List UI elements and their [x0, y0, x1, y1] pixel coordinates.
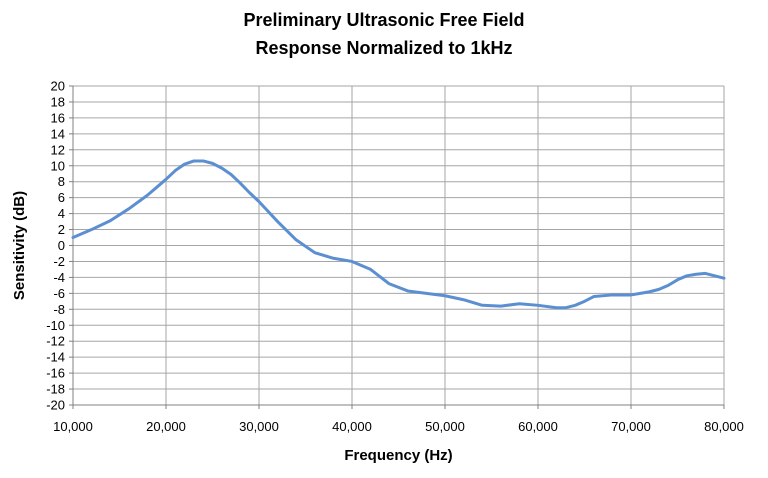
- x-tick-label: 70,000: [611, 419, 651, 434]
- y-tick-label: 18: [51, 94, 65, 109]
- x-axis-label: Frequency (Hz): [344, 447, 452, 464]
- y-tick-label: -12: [46, 334, 65, 349]
- y-tick-label: -6: [53, 286, 65, 301]
- x-tick-label: 60,000: [518, 419, 558, 434]
- x-tick-label: 50,000: [425, 419, 465, 434]
- y-tick-label: 12: [51, 142, 65, 157]
- y-tick-label: 2: [58, 222, 65, 237]
- y-tick-label: 10: [51, 158, 65, 173]
- series-line: [71, 159, 726, 310]
- x-tick-label: 40,000: [332, 419, 372, 434]
- x-tick-label: 10,000: [53, 419, 93, 434]
- y-tick-label: -10: [46, 318, 65, 333]
- y-tick-label: -14: [46, 350, 65, 365]
- y-tick-label: 4: [58, 206, 65, 221]
- y-tick-label: -18: [46, 382, 65, 397]
- y-tick-label: 20: [51, 79, 65, 94]
- y-tick-label: 8: [58, 174, 65, 189]
- y-tick-label: -4: [53, 270, 65, 285]
- y-tick-label: 0: [58, 238, 65, 253]
- y-tick-label: 6: [58, 190, 65, 205]
- chart-title-line-2: Response Normalized to 1kHz: [255, 38, 513, 58]
- x-tick-label: 30,000: [239, 419, 279, 434]
- y-tick-label: -16: [46, 366, 65, 381]
- x-tick-label: 80,000: [704, 419, 744, 434]
- y-tick-label: 14: [51, 126, 65, 141]
- y-tick-label: -8: [53, 302, 65, 317]
- y-tick-label: -2: [53, 254, 65, 269]
- y-axis-label: Sensitivity (dB): [11, 191, 28, 300]
- x-tick-label: 20,000: [146, 419, 186, 434]
- y-tick-label: 16: [51, 110, 65, 125]
- y-tick-label: -20: [46, 398, 65, 413]
- chart-title-line-1: Preliminary Ultrasonic Free Field: [243, 10, 525, 30]
